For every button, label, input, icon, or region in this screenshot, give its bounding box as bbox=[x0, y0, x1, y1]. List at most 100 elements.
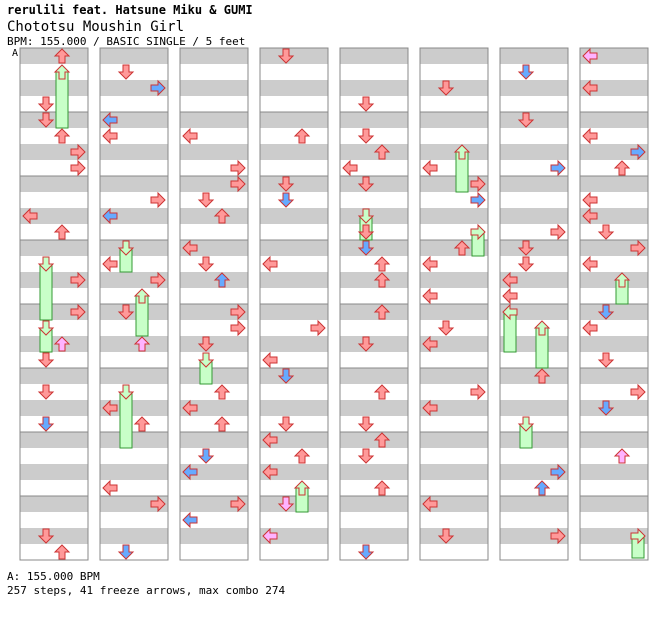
step-arrow bbox=[357, 224, 375, 240]
step-arrow bbox=[470, 383, 486, 401]
beat-stripe bbox=[260, 80, 328, 96]
step-arrow bbox=[230, 175, 246, 193]
step-arrow bbox=[182, 463, 198, 481]
step-arrow bbox=[150, 191, 166, 209]
step-arrow bbox=[293, 128, 311, 144]
beat-stripe bbox=[180, 208, 248, 224]
beat-stripe bbox=[420, 272, 488, 288]
freeze-arrow bbox=[119, 391, 133, 449]
step-arrow bbox=[70, 143, 86, 161]
beat-stripe bbox=[580, 496, 648, 512]
freeze-head-arrow bbox=[53, 64, 71, 80]
beat-stripe bbox=[580, 240, 648, 256]
beat-stripe bbox=[20, 48, 88, 64]
beat-stripe bbox=[420, 208, 488, 224]
step-arrow bbox=[230, 319, 246, 337]
step-arrow bbox=[582, 79, 598, 97]
step-arrow bbox=[582, 47, 598, 65]
beat-stripe bbox=[20, 464, 88, 480]
beat-stripe bbox=[340, 528, 408, 544]
beat-stripe bbox=[580, 528, 648, 544]
beat-stripe bbox=[420, 368, 488, 384]
beat-stripe bbox=[20, 80, 88, 96]
beat-stripe bbox=[580, 400, 648, 416]
beat-stripe bbox=[180, 528, 248, 544]
step-arrow bbox=[117, 544, 135, 560]
beat-stripe bbox=[20, 336, 88, 352]
beat-stripe bbox=[100, 336, 168, 352]
beat-stripe bbox=[500, 464, 568, 480]
step-arrow bbox=[182, 511, 198, 529]
step-arrow bbox=[293, 448, 311, 464]
beat-stripe bbox=[580, 48, 648, 64]
beat-stripe bbox=[260, 368, 328, 384]
freeze-arrow bbox=[39, 263, 53, 321]
step-arrow bbox=[373, 432, 391, 448]
step-arrow bbox=[37, 528, 55, 544]
beat-stripe bbox=[260, 48, 328, 64]
step-arrow bbox=[357, 416, 375, 432]
beat-stripe bbox=[20, 304, 88, 320]
beat-stripe bbox=[340, 48, 408, 64]
step-arrow bbox=[197, 448, 215, 464]
beat-stripe bbox=[20, 176, 88, 192]
beat-stripe bbox=[500, 272, 568, 288]
step-arrow bbox=[150, 271, 166, 289]
beat-stripe bbox=[500, 48, 568, 64]
beat-stripe bbox=[180, 432, 248, 448]
step-arrow bbox=[373, 144, 391, 160]
beat-stripe bbox=[260, 112, 328, 128]
beat-stripe bbox=[420, 176, 488, 192]
bpm-line: A: 155.000 BPM bbox=[7, 570, 100, 583]
beat-stripe bbox=[340, 304, 408, 320]
beat-stripe bbox=[20, 272, 88, 288]
step-arrow bbox=[422, 287, 438, 305]
beat-stripe bbox=[340, 368, 408, 384]
step-arrow bbox=[262, 463, 278, 481]
beat-stripe bbox=[340, 112, 408, 128]
chart-meta: BPM: 155.000 / BASIC SINGLE / 5 feet bbox=[7, 35, 246, 48]
step-arrow bbox=[437, 320, 455, 336]
step-arrow bbox=[597, 304, 615, 320]
beat-stripe bbox=[100, 208, 168, 224]
beat-stripe bbox=[180, 400, 248, 416]
step-arrow bbox=[422, 399, 438, 417]
step-arrow bbox=[517, 112, 535, 128]
beat-stripe bbox=[180, 464, 248, 480]
beat-stripe bbox=[180, 368, 248, 384]
step-arrow bbox=[37, 352, 55, 368]
freeze-arrow bbox=[55, 71, 69, 129]
step-arrow bbox=[470, 191, 486, 209]
beat-stripe bbox=[100, 304, 168, 320]
beat-stripe bbox=[100, 112, 168, 128]
step-arrow bbox=[262, 431, 278, 449]
step-arrow bbox=[550, 159, 566, 177]
step-arrow bbox=[102, 255, 118, 273]
beat-stripe bbox=[180, 272, 248, 288]
beat-stripe bbox=[580, 80, 648, 96]
freeze-head-arrow bbox=[630, 527, 646, 545]
step-arrow bbox=[213, 416, 231, 432]
step-arrow bbox=[133, 416, 151, 432]
beat-stripe bbox=[580, 464, 648, 480]
step-arrow bbox=[37, 384, 55, 400]
beat-stripe bbox=[180, 496, 248, 512]
step-arrow bbox=[182, 399, 198, 417]
beat-stripe bbox=[100, 368, 168, 384]
beat-stripe bbox=[20, 432, 88, 448]
beat-stripe bbox=[20, 368, 88, 384]
beat-stripe bbox=[100, 240, 168, 256]
step-arrow bbox=[422, 335, 438, 353]
step-arrow bbox=[102, 207, 118, 225]
beat-stripe bbox=[340, 464, 408, 480]
chart-column-frame bbox=[179, 47, 249, 561]
step-arrow bbox=[53, 128, 71, 144]
beat-stripe bbox=[500, 240, 568, 256]
beat-stripe bbox=[100, 400, 168, 416]
chart-column-frame bbox=[339, 47, 409, 561]
step-arrow bbox=[277, 496, 295, 512]
step-arrow bbox=[582, 191, 598, 209]
beat-stripe bbox=[340, 208, 408, 224]
beat-stripe bbox=[340, 432, 408, 448]
beat-stripe bbox=[260, 304, 328, 320]
